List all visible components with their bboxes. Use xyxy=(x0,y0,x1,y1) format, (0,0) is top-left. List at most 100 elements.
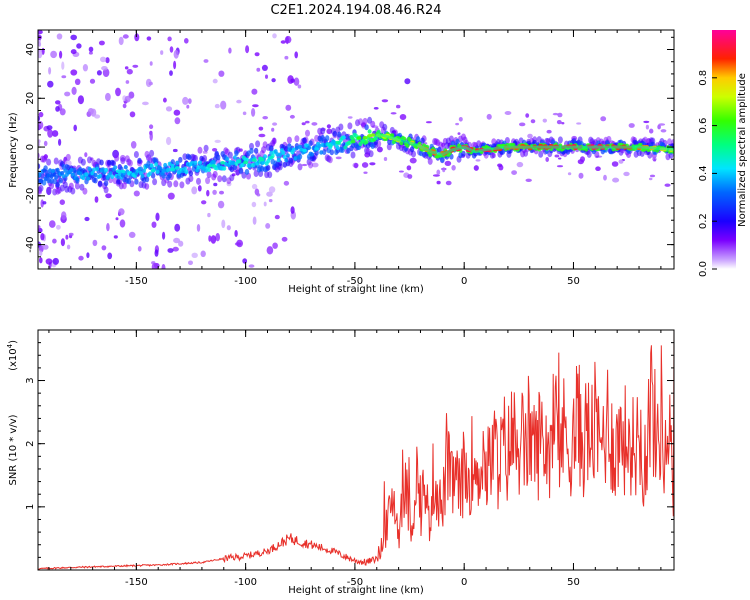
spectrogram-cell xyxy=(338,123,344,131)
spectrogram-cell xyxy=(308,161,314,169)
spectrogram-speckle xyxy=(221,219,226,229)
spectrogram-cell xyxy=(116,178,121,185)
spectrogram-speckle xyxy=(88,51,93,55)
spectrogram-cell xyxy=(80,158,86,166)
spectrogram-speckle xyxy=(56,33,63,40)
x-tick-label: -150 xyxy=(125,276,148,287)
spectrogram-cell xyxy=(166,167,171,173)
spectrogram-speckle xyxy=(46,186,52,196)
spectrogram-speckle xyxy=(398,170,404,173)
spectrogram-speckle xyxy=(425,121,432,124)
spectrogram-speckle xyxy=(396,104,401,109)
spectrogram-cell xyxy=(199,155,204,162)
spectrogram-speckle xyxy=(201,200,207,205)
spectrogram-speckle xyxy=(105,193,112,199)
spectrogram-cell xyxy=(341,135,346,140)
spectrogram-speckle xyxy=(347,116,353,119)
spectrogram-cell xyxy=(229,174,235,182)
spectrogram-cell xyxy=(148,171,153,176)
spectrogram-speckle xyxy=(206,189,210,197)
spectrogram-cell xyxy=(252,158,257,162)
spectrogram-cell xyxy=(278,152,283,157)
spectrogram-speckle xyxy=(86,252,90,259)
spectrogram-cell xyxy=(133,151,139,158)
spectrogram-cell xyxy=(39,178,43,184)
spectrogram-speckle xyxy=(658,123,666,126)
spectrogram-speckle xyxy=(187,98,192,104)
spectrogram-speckle xyxy=(234,230,238,237)
spectrogram-speckle xyxy=(218,70,225,77)
spectrogram-cell xyxy=(115,169,121,173)
spectrogram-speckle xyxy=(612,177,620,183)
spectrogram-cell xyxy=(78,171,83,176)
spectrogram-cell xyxy=(70,187,76,195)
colorbar-tick-label: 0.0 xyxy=(698,261,709,277)
spectrogram-speckle xyxy=(98,40,105,46)
spectrogram-speckle xyxy=(84,152,88,158)
x-tick-label: -100 xyxy=(234,577,257,588)
spectrogram-cell xyxy=(54,175,59,180)
spectrogram-cell xyxy=(667,138,672,146)
spectrogram-speckle xyxy=(236,239,244,248)
spectrogram-cell xyxy=(141,181,147,189)
spectrogram-cell xyxy=(127,159,133,167)
snr-frame xyxy=(37,329,675,571)
spectrogram-speckle xyxy=(660,129,667,133)
spectrogram-cell xyxy=(140,173,145,179)
spectrogram-speckle xyxy=(43,140,48,147)
spectrogram-speckle xyxy=(47,129,53,138)
spectrogram-speckle xyxy=(61,61,65,70)
spectrogram-cell xyxy=(238,167,244,174)
spectrogram-cell xyxy=(586,150,592,158)
spectrogram-speckle xyxy=(77,95,84,105)
spectrogram-speckle xyxy=(38,139,41,143)
spectrogram-cell xyxy=(267,171,273,179)
colorbar-tick-label: 0.4 xyxy=(698,165,709,181)
spectrogram-speckle xyxy=(475,159,481,162)
spectrogram-cell xyxy=(95,166,100,171)
spectrogram-cell xyxy=(437,146,442,153)
spectrogram-speckle xyxy=(623,171,630,177)
spectrogram-cell xyxy=(108,171,113,176)
spectrogram-cell xyxy=(104,167,109,173)
spectrogram-cell xyxy=(144,176,150,183)
spectrogram-heatmap xyxy=(38,30,674,269)
spectrogram-speckle xyxy=(165,106,173,112)
spectrogram-speckle xyxy=(290,78,295,83)
spectrogram-cell xyxy=(305,129,310,137)
spectrogram-speckle xyxy=(376,146,383,153)
spectrogram-cell xyxy=(455,138,460,145)
spectrogram-speckle xyxy=(530,119,536,124)
spectrogram-speckle xyxy=(445,180,452,186)
spectrogram-speckle xyxy=(220,100,227,110)
spectrogram-cell xyxy=(114,154,120,162)
spectrogram-speckle xyxy=(226,225,231,231)
snr-x-ticks: -150 -100 -50 0 50 xyxy=(48,330,662,588)
spectrogram-cell xyxy=(98,173,103,179)
spectrogram-cell xyxy=(52,178,57,185)
spectrogram-speckle xyxy=(38,115,41,122)
spectrogram-cell xyxy=(320,135,325,141)
spectrogram-cell xyxy=(38,184,44,192)
spectrogram-cell xyxy=(170,167,176,172)
spectrogram-speckle xyxy=(263,201,267,207)
spectrogram-cell xyxy=(120,169,126,174)
spectrogram-speckle xyxy=(74,78,81,86)
spectrogram-cell xyxy=(170,163,175,169)
spectrogram-cell xyxy=(49,182,55,190)
spectrogram-speckle xyxy=(39,257,43,264)
colorbar-tick-label: 0.2 xyxy=(698,213,709,229)
spectrogram-cell xyxy=(364,139,369,144)
spectrogram-speckle xyxy=(326,124,331,129)
spectrogram-cell xyxy=(167,161,172,166)
spectrogram-speckle xyxy=(399,114,407,120)
spectrogram-speckle xyxy=(455,122,459,126)
spectrogram-speckle xyxy=(38,227,43,233)
snr-series xyxy=(38,330,674,570)
spectrogram-cell xyxy=(46,173,51,178)
spectrogram-speckle xyxy=(125,80,130,84)
spectrogram-speckle xyxy=(436,169,441,176)
spectrogram-cell xyxy=(198,160,202,165)
spectrogram-cell xyxy=(123,165,128,170)
spectrogram-cell xyxy=(232,155,237,160)
